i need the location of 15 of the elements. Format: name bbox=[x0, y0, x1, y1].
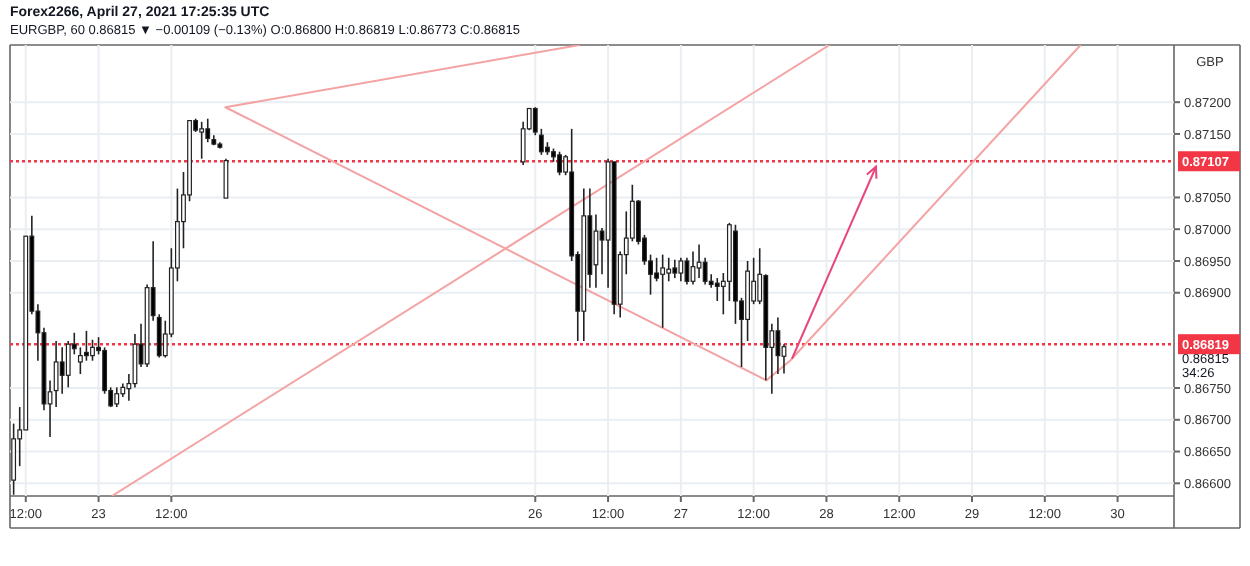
candlestick bbox=[114, 386, 120, 408]
candlestick bbox=[660, 253, 666, 329]
candlestick bbox=[672, 258, 678, 279]
candlestick bbox=[59, 346, 65, 395]
candlestick bbox=[199, 121, 205, 160]
candlestick bbox=[557, 150, 562, 177]
candlestick bbox=[696, 243, 702, 279]
candlestick bbox=[593, 213, 599, 289]
candlestick bbox=[223, 157, 229, 199]
candlestick bbox=[65, 340, 71, 389]
candlestick bbox=[714, 277, 720, 302]
candlestick bbox=[678, 257, 684, 283]
candlestick bbox=[666, 257, 672, 283]
candlestick bbox=[684, 257, 690, 286]
candlestick bbox=[90, 338, 95, 362]
